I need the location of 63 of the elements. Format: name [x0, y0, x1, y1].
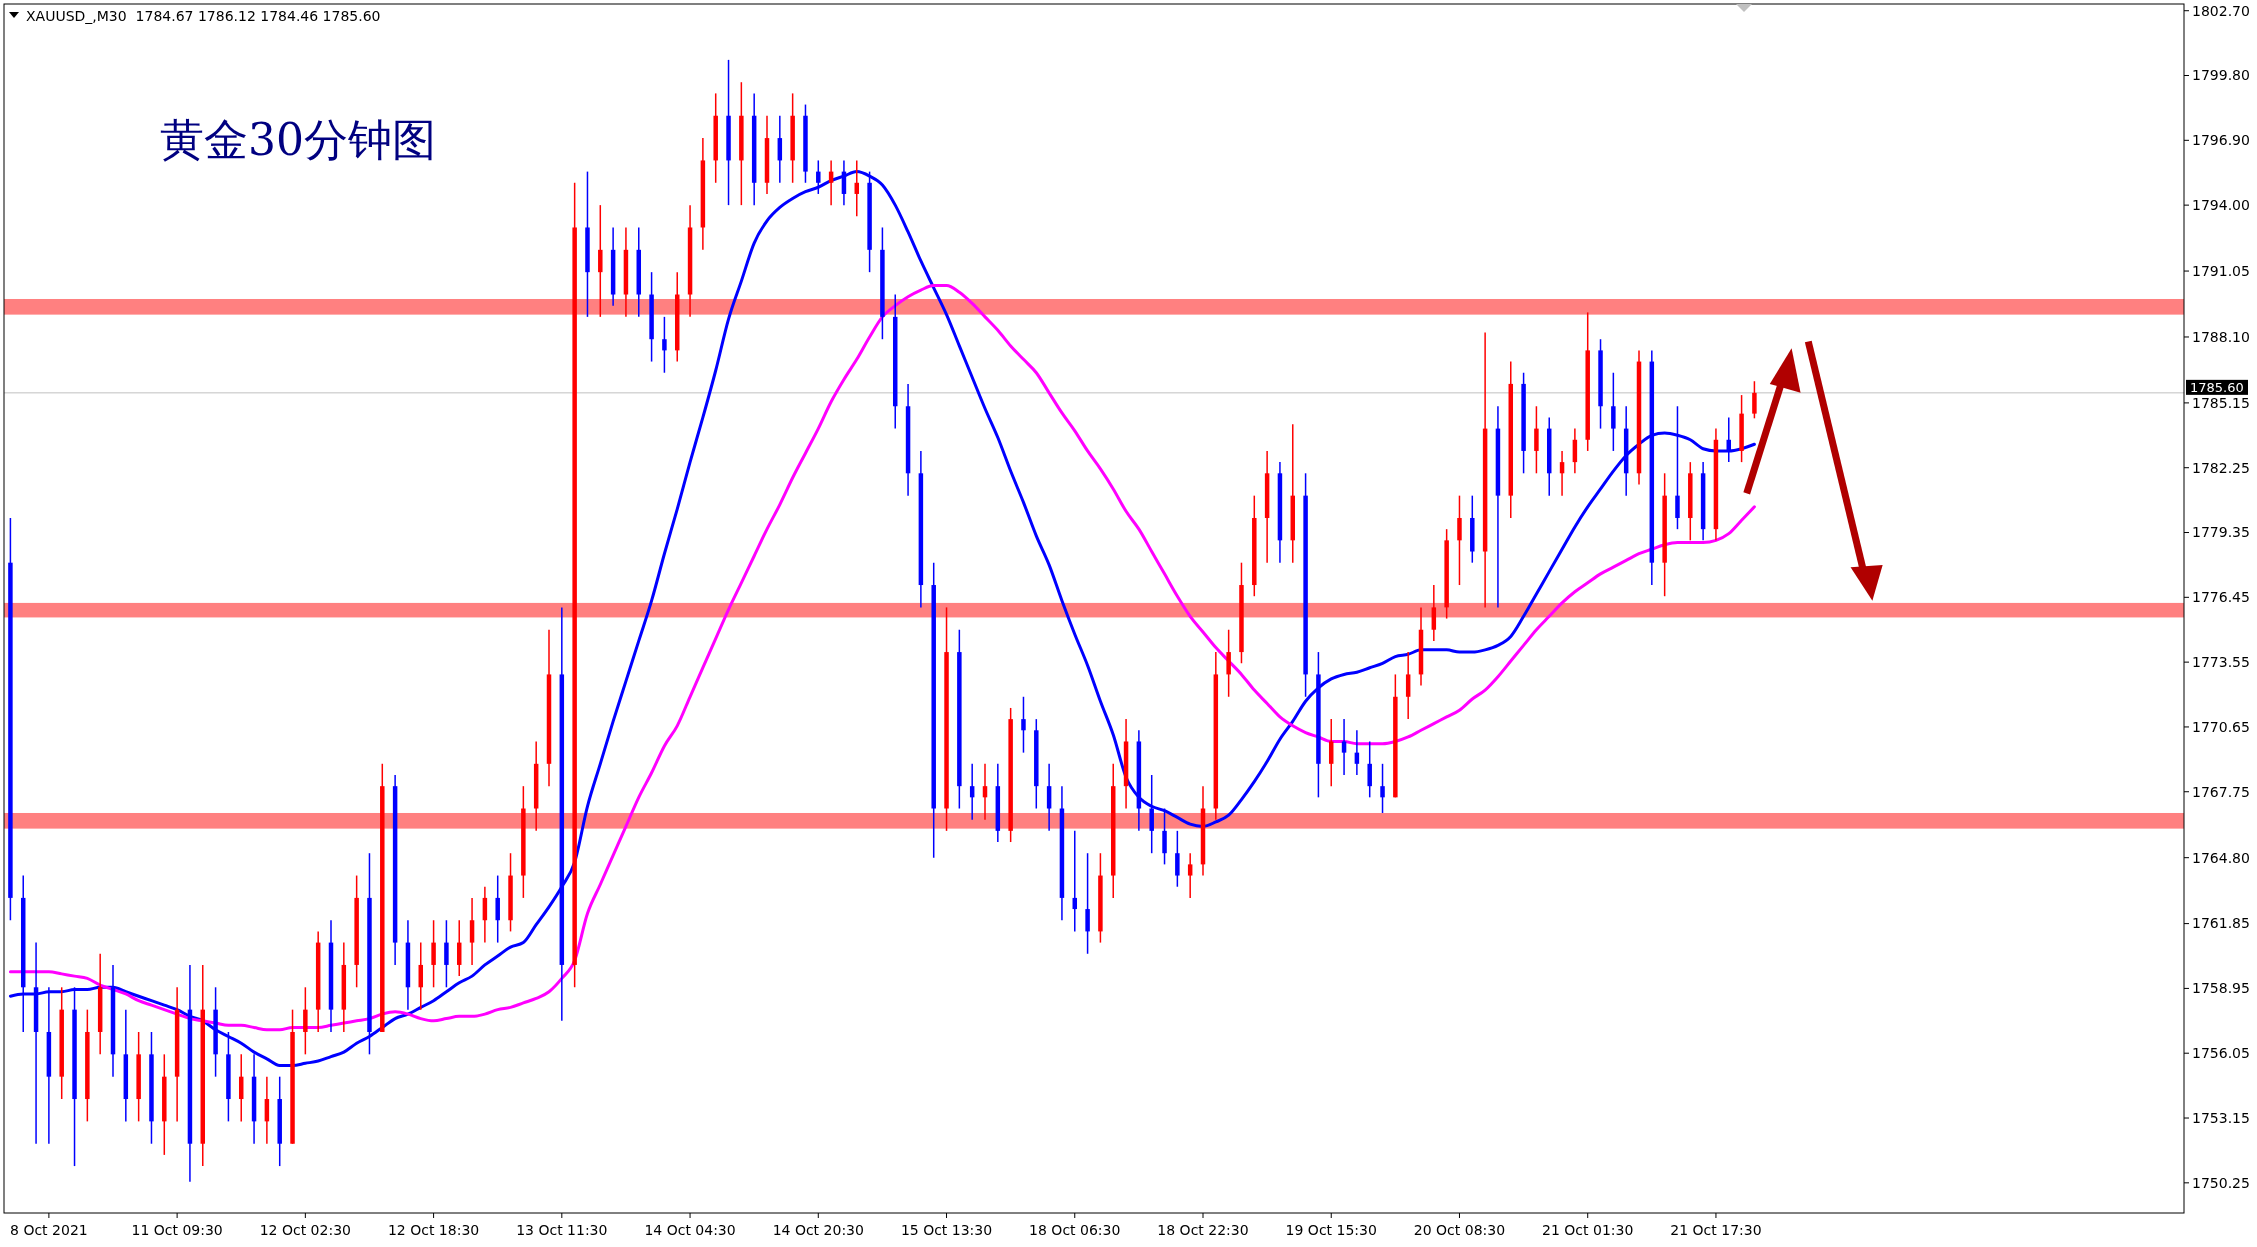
candlestick	[1431, 584, 1437, 642]
x-tick-label: 18 Oct 06:30	[1029, 1222, 1121, 1238]
candlestick	[1328, 718, 1334, 787]
candlestick	[1341, 718, 1347, 776]
line-series	[8, 284, 1756, 1032]
y-tick-label: 1767.75	[2192, 783, 2250, 800]
candlestick	[1085, 852, 1090, 955]
candlestick	[1162, 807, 1167, 866]
y-tick-label: 1794.00	[2192, 197, 2250, 214]
candlestick	[1226, 628, 1231, 698]
x-tick-label: 12 Oct 18:30	[387, 1222, 480, 1238]
x-tick-label: 13 Oct 11:30	[516, 1222, 608, 1238]
x-tick-label: 19 Oct 15:30	[1285, 1222, 1377, 1238]
x-tick-label: 8 Oct 2021	[10, 1222, 88, 1238]
y-tick-label: 1779.35	[2192, 524, 2250, 541]
candlestick	[1046, 763, 1052, 832]
y-tick-label: 1761.85	[2192, 915, 2250, 932]
candlestick	[469, 897, 475, 966]
y-tick-label: 1785.15	[2192, 394, 2250, 411]
y-tick-label: 1776.45	[2192, 589, 2250, 606]
y-tick-label: 1796.90	[2192, 132, 2250, 149]
candlestick	[1367, 740, 1372, 799]
candlestick	[1175, 830, 1180, 888]
y-tick-label: 1788.10	[2192, 328, 2250, 345]
chart-title: XAUUSD_,M30 1784.67 1786.12 1784.46 1785.60	[26, 8, 381, 24]
candlestick	[303, 986, 308, 1056]
ref-line-label: 1785.60	[2190, 379, 2244, 395]
candlestick	[1457, 494, 1462, 586]
candlestick	[1021, 696, 1026, 754]
x-tick-label: 14 Oct 20:30	[772, 1222, 864, 1238]
y-tick-label: 1782.25	[2192, 459, 2250, 476]
candlestick	[1675, 405, 1680, 530]
candlestick	[1380, 763, 1385, 814]
candlestick	[444, 919, 449, 989]
y-tick-label: 1773.55	[2192, 654, 2250, 671]
x-tick-label: 11 Oct 09:30	[131, 1222, 223, 1238]
x-tick-label: 21 Oct 01:30	[1542, 1222, 1634, 1238]
y-tick-label: 1758.95	[2192, 980, 2250, 997]
y-tick-label: 1756.05	[2192, 1045, 2250, 1062]
x-tick-label: 15 Oct 13:30	[900, 1222, 993, 1238]
candlestick	[1611, 371, 1616, 452]
y-tick-label: 1791.05	[2192, 262, 2250, 279]
y-tick-label: 1764.80	[2192, 849, 2250, 866]
x-tick-label: 14 Oct 04:30	[644, 1222, 736, 1238]
y-tick-label: 1802.70	[2192, 2, 2250, 19]
y-tick-label: 1770.65	[2192, 718, 2250, 735]
x-tick-label: 21 Oct 17:30	[1670, 1222, 1762, 1238]
candlestick	[662, 316, 667, 374]
candlestick	[495, 874, 500, 944]
y-tick-label: 1799.80	[2192, 67, 2250, 84]
candlestick	[598, 204, 603, 318]
x-tick-label: 20 Oct 08:30	[1413, 1222, 1506, 1238]
candlestick	[1187, 852, 1193, 899]
candlestick	[431, 919, 436, 989]
text: 黄金30分钟图	[160, 114, 436, 165]
y-tick-label: 1750.25	[2192, 1174, 2250, 1191]
candlestick	[1752, 380, 1757, 420]
candlestick	[1149, 774, 1154, 854]
y-tick-label: 1753.15	[2192, 1109, 2250, 1126]
x-tick-label: 18 Oct 22:30	[1157, 1222, 1249, 1238]
candlestick	[1534, 405, 1539, 475]
x-tick-label: 12 Oct 02:30	[259, 1222, 351, 1238]
candlestick	[1405, 651, 1411, 720]
